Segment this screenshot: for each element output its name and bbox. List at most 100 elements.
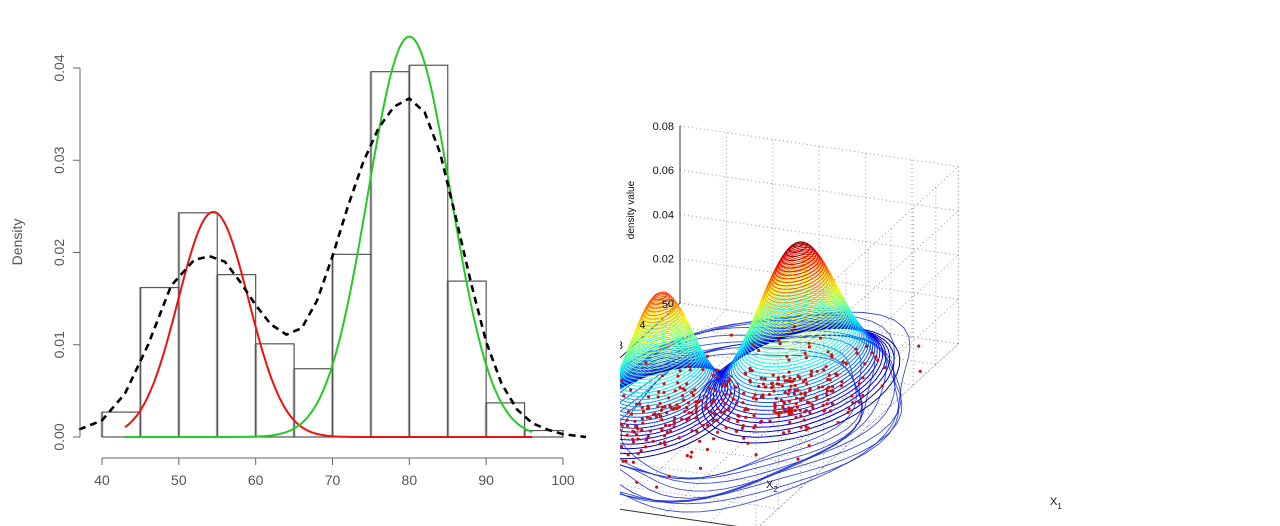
sample-point [789, 408, 793, 412]
sample-point [676, 381, 680, 385]
sample-point [655, 485, 659, 489]
sample-point [821, 385, 825, 389]
sample-point [719, 410, 723, 414]
sample-point [805, 382, 809, 386]
sample-point [827, 373, 831, 377]
x-tick-label: 50 [171, 472, 187, 488]
sample-point [790, 328, 795, 332]
sample-point [917, 344, 921, 348]
grid-line [620, 460, 801, 489]
sample-point [803, 391, 807, 395]
x1-axis-line [620, 508, 738, 526]
sample-point [854, 347, 858, 351]
y-tick-label: 0.00 [51, 423, 67, 450]
y-axis-title: Density [9, 219, 25, 266]
sample-point [792, 377, 797, 381]
sample-point [782, 431, 786, 435]
sample-point [782, 401, 786, 405]
sample-point [699, 398, 703, 402]
sample-point [799, 414, 803, 418]
sample-point [819, 336, 823, 340]
sample-point [698, 439, 702, 443]
sample-point [686, 401, 690, 405]
sample-point [685, 382, 689, 386]
sample-point [658, 401, 662, 406]
x-tick-label: 60 [248, 472, 264, 488]
sample-point [620, 428, 622, 432]
sample-point [667, 396, 671, 400]
sample-point [677, 436, 681, 440]
sample-point [777, 338, 781, 342]
sample-point [830, 402, 835, 406]
sample-point [673, 389, 677, 393]
sample-point [620, 379, 624, 383]
sample-point [799, 425, 803, 429]
sample-point [787, 389, 791, 393]
y-tick-label: 0.01 [51, 331, 67, 358]
sample-point [768, 419, 772, 423]
surface-contour [650, 292, 671, 305]
sample-point [644, 445, 648, 449]
sample-point [660, 427, 664, 431]
sample-point [786, 392, 790, 396]
sample-point [731, 397, 735, 401]
sample-point [764, 385, 768, 389]
sample-point [734, 385, 738, 389]
sample-point [686, 364, 690, 368]
x1-axis-title-main: X [1050, 496, 1058, 508]
sample-point [808, 411, 812, 415]
sample-point [690, 429, 694, 433]
sample-point [680, 417, 684, 421]
sample-point [636, 451, 640, 456]
floor-contour-1 [620, 346, 863, 480]
sample-point [863, 362, 867, 366]
density-surface-chart: 00.020.040.060.08543210-1-2-3-4-4-202468… [620, 121, 1062, 526]
sample-point [787, 429, 791, 433]
sample-point [918, 369, 922, 373]
sample-point [688, 368, 692, 372]
sample-point [807, 444, 811, 448]
sample-point [804, 424, 808, 428]
histogram-bar-0 [101, 411, 142, 438]
sample-point [641, 421, 645, 425]
sample-point [798, 397, 802, 401]
grid-line [620, 508, 738, 526]
sample-point [620, 445, 624, 449]
sample-point [662, 390, 666, 395]
sample-point [846, 410, 850, 415]
sample-point [668, 423, 672, 427]
sample-point [815, 369, 819, 373]
sample-point [844, 361, 848, 366]
sample-point [807, 426, 811, 430]
sample-point [685, 406, 689, 410]
sample-point [822, 368, 826, 372]
sample-point [751, 396, 755, 400]
x2-axis-title-sub: 2 [773, 485, 778, 494]
sample-point [631, 429, 635, 433]
sample-point [746, 441, 750, 445]
x1-axis-title-sub: 1 [1057, 502, 1062, 511]
sample-point [826, 398, 830, 402]
grid-line [620, 437, 824, 468]
sample-point [703, 406, 707, 410]
sample-point [705, 447, 710, 452]
sample-point [657, 412, 661, 416]
sample-point [678, 385, 682, 390]
sample-point [748, 366, 752, 370]
sample-point [792, 392, 796, 396]
sample-point [665, 411, 669, 415]
sample-point [724, 426, 728, 430]
sample-point [807, 345, 811, 349]
floor-contour-8 [620, 320, 903, 502]
sample-point [635, 424, 639, 429]
sample-point [741, 424, 745, 428]
sample-point [826, 378, 830, 382]
sample-point [711, 419, 715, 423]
sample-point [801, 396, 805, 400]
sample-point [675, 407, 679, 411]
sample-point [771, 373, 775, 377]
sample-point [713, 412, 717, 416]
sample-point [729, 333, 733, 337]
sample-point [648, 429, 652, 433]
sample-point [828, 378, 832, 382]
